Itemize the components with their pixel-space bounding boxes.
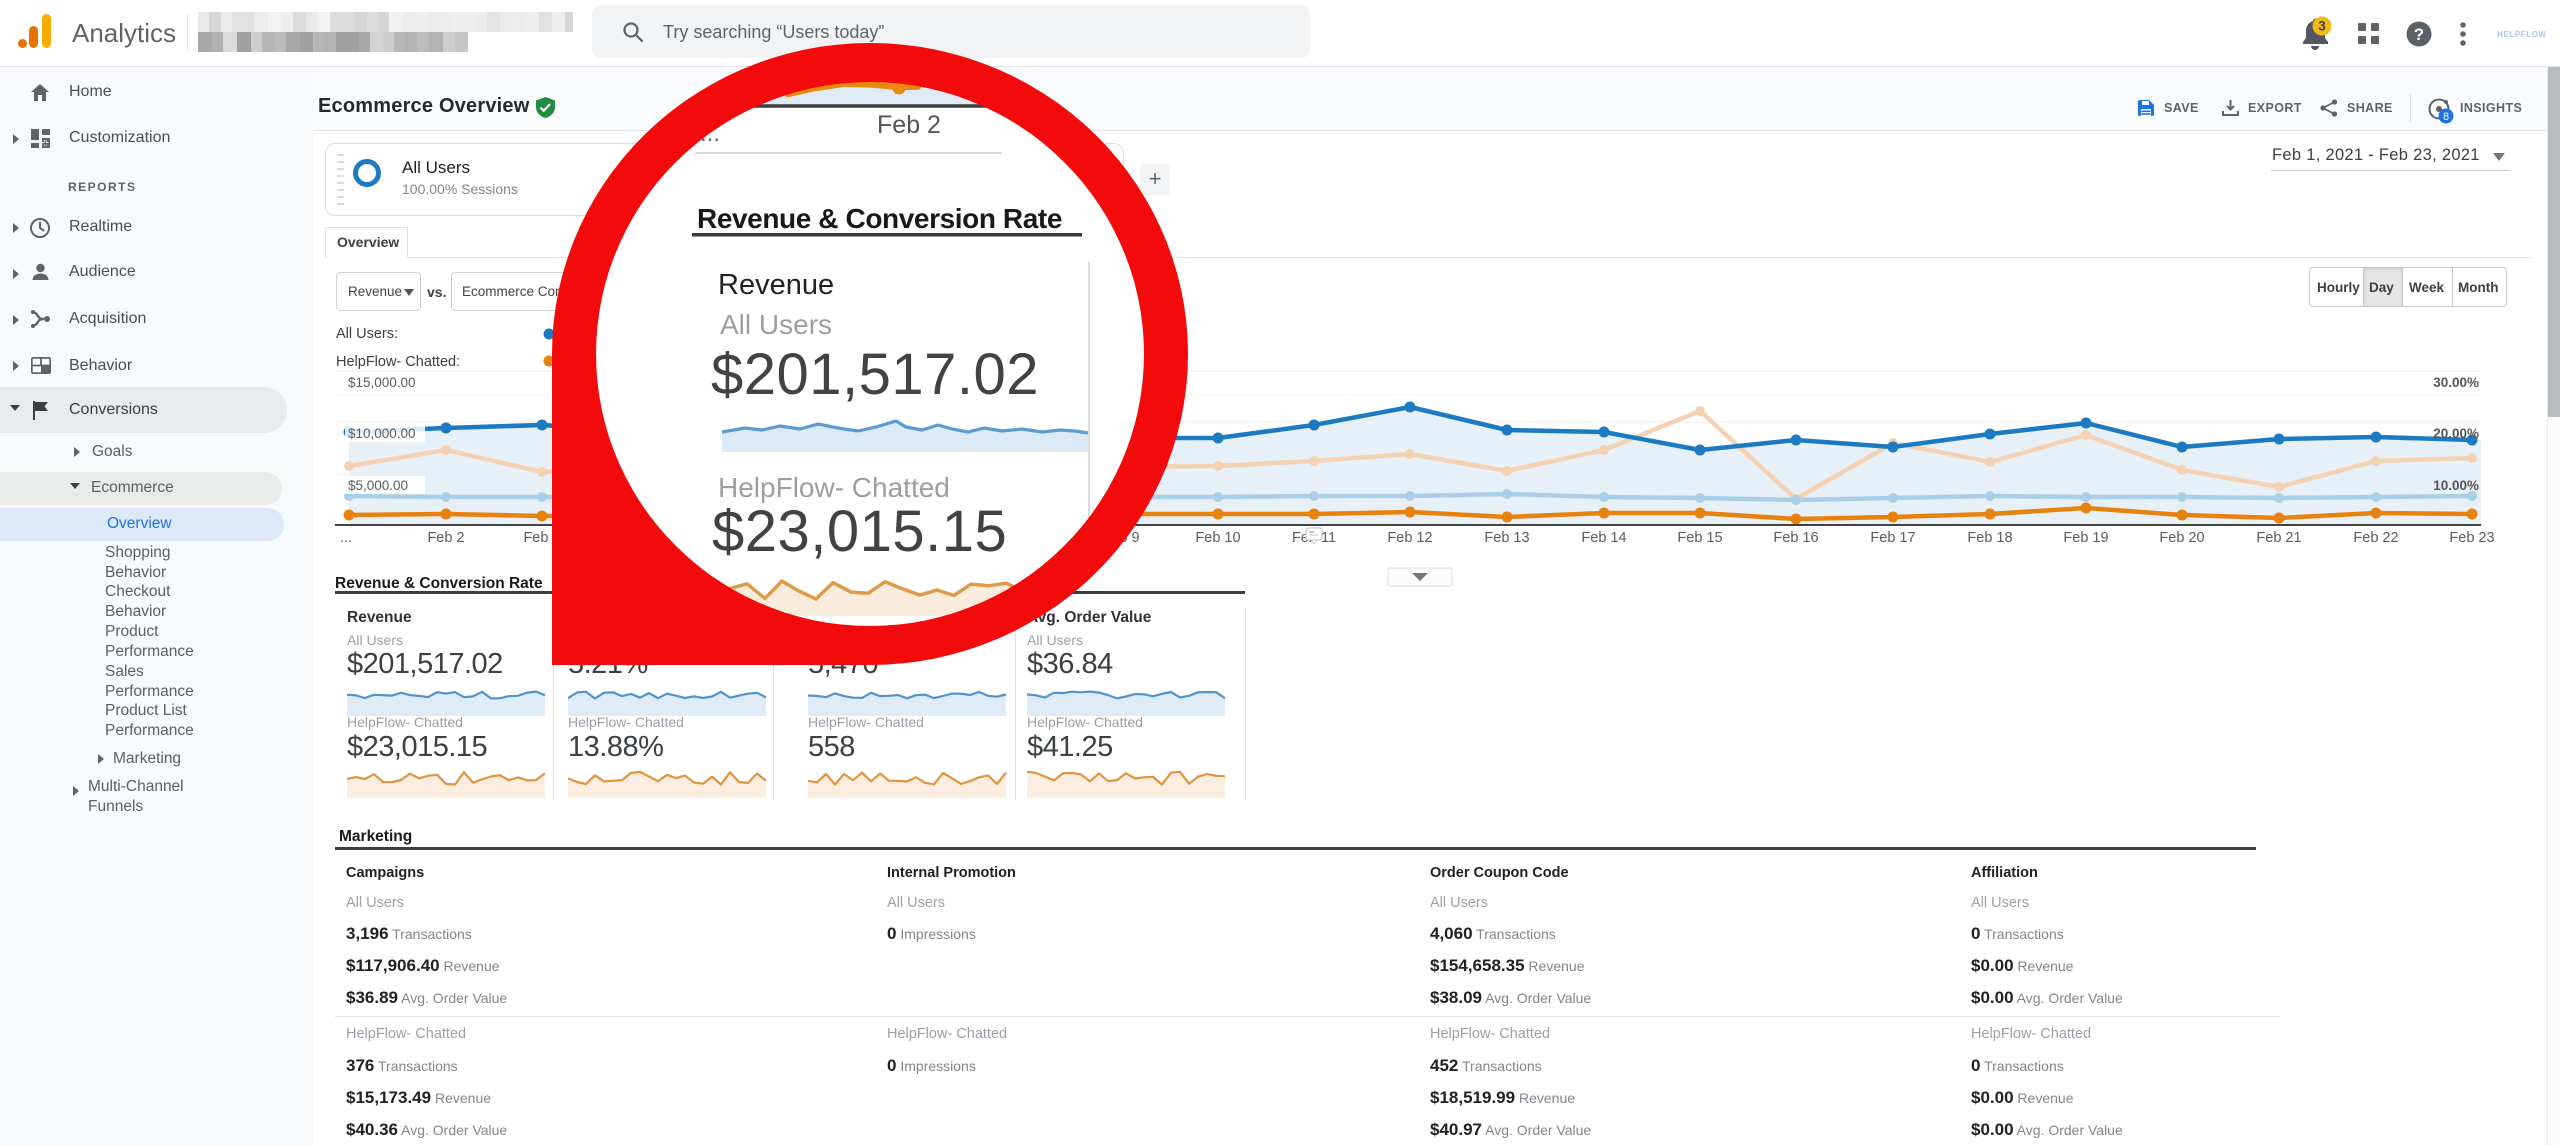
svg-text:8: 8	[2443, 111, 2449, 123]
svg-text:HelpFlow- Chatted:: HelpFlow- Chatted:	[336, 354, 460, 370]
svg-text:$10,000.00: $10,000.00	[348, 426, 416, 441]
svg-text:...: ...	[340, 530, 352, 546]
svg-text:$15,000.00: $15,000.00	[348, 375, 416, 390]
svg-text:Feb 17: Feb 17	[1870, 530, 1915, 546]
svg-text:20.00%: 20.00%	[2433, 426, 2479, 441]
svg-text:All Users: All Users	[720, 309, 832, 340]
svg-text:Revenue: Revenue	[718, 269, 834, 301]
svg-text:HelpFlow- Chatted: HelpFlow- Chatted	[718, 472, 950, 503]
svg-text:Feb 22: Feb 22	[2353, 530, 2398, 546]
svg-text:Feb 20: Feb 20	[2159, 530, 2204, 546]
svg-text:All Users:: All Users:	[336, 326, 398, 342]
svg-text:Feb 16: Feb 16	[1773, 530, 1818, 546]
svg-text:Feb 2: Feb 2	[877, 111, 941, 139]
svg-text:$201,517.02: $201,517.02	[711, 342, 1039, 407]
svg-text:Feb 21: Feb 21	[2256, 530, 2301, 546]
svg-text:Feb 13: Feb 13	[1484, 530, 1529, 546]
svg-text:$23,015.15: $23,015.15	[712, 499, 1007, 564]
svg-text:Feb 12: Feb 12	[1387, 530, 1432, 546]
svg-text:Feb 19: Feb 19	[2063, 530, 2108, 546]
svg-text:Feb 10: Feb 10	[1195, 530, 1240, 546]
svg-text:Feb 3: Feb 3	[523, 530, 560, 546]
svg-text:Revenue & Conversion Rate: Revenue & Conversion Rate	[697, 203, 1062, 234]
svg-text:Feb 18: Feb 18	[1967, 530, 2012, 546]
svg-text:30.00%: 30.00%	[2433, 375, 2479, 390]
svg-text:Feb 23: Feb 23	[2449, 530, 2494, 546]
svg-text:Feb 14: Feb 14	[1581, 530, 1626, 546]
svg-text:Feb 2: Feb 2	[427, 530, 464, 546]
svg-text:3: 3	[2318, 19, 2326, 34]
svg-text:10.00%: 10.00%	[2433, 478, 2479, 493]
svg-text:?: ?	[2414, 25, 2424, 44]
svg-text:$5,000.00: $5,000.00	[348, 478, 408, 493]
svg-text:Feb 15: Feb 15	[1677, 530, 1722, 546]
